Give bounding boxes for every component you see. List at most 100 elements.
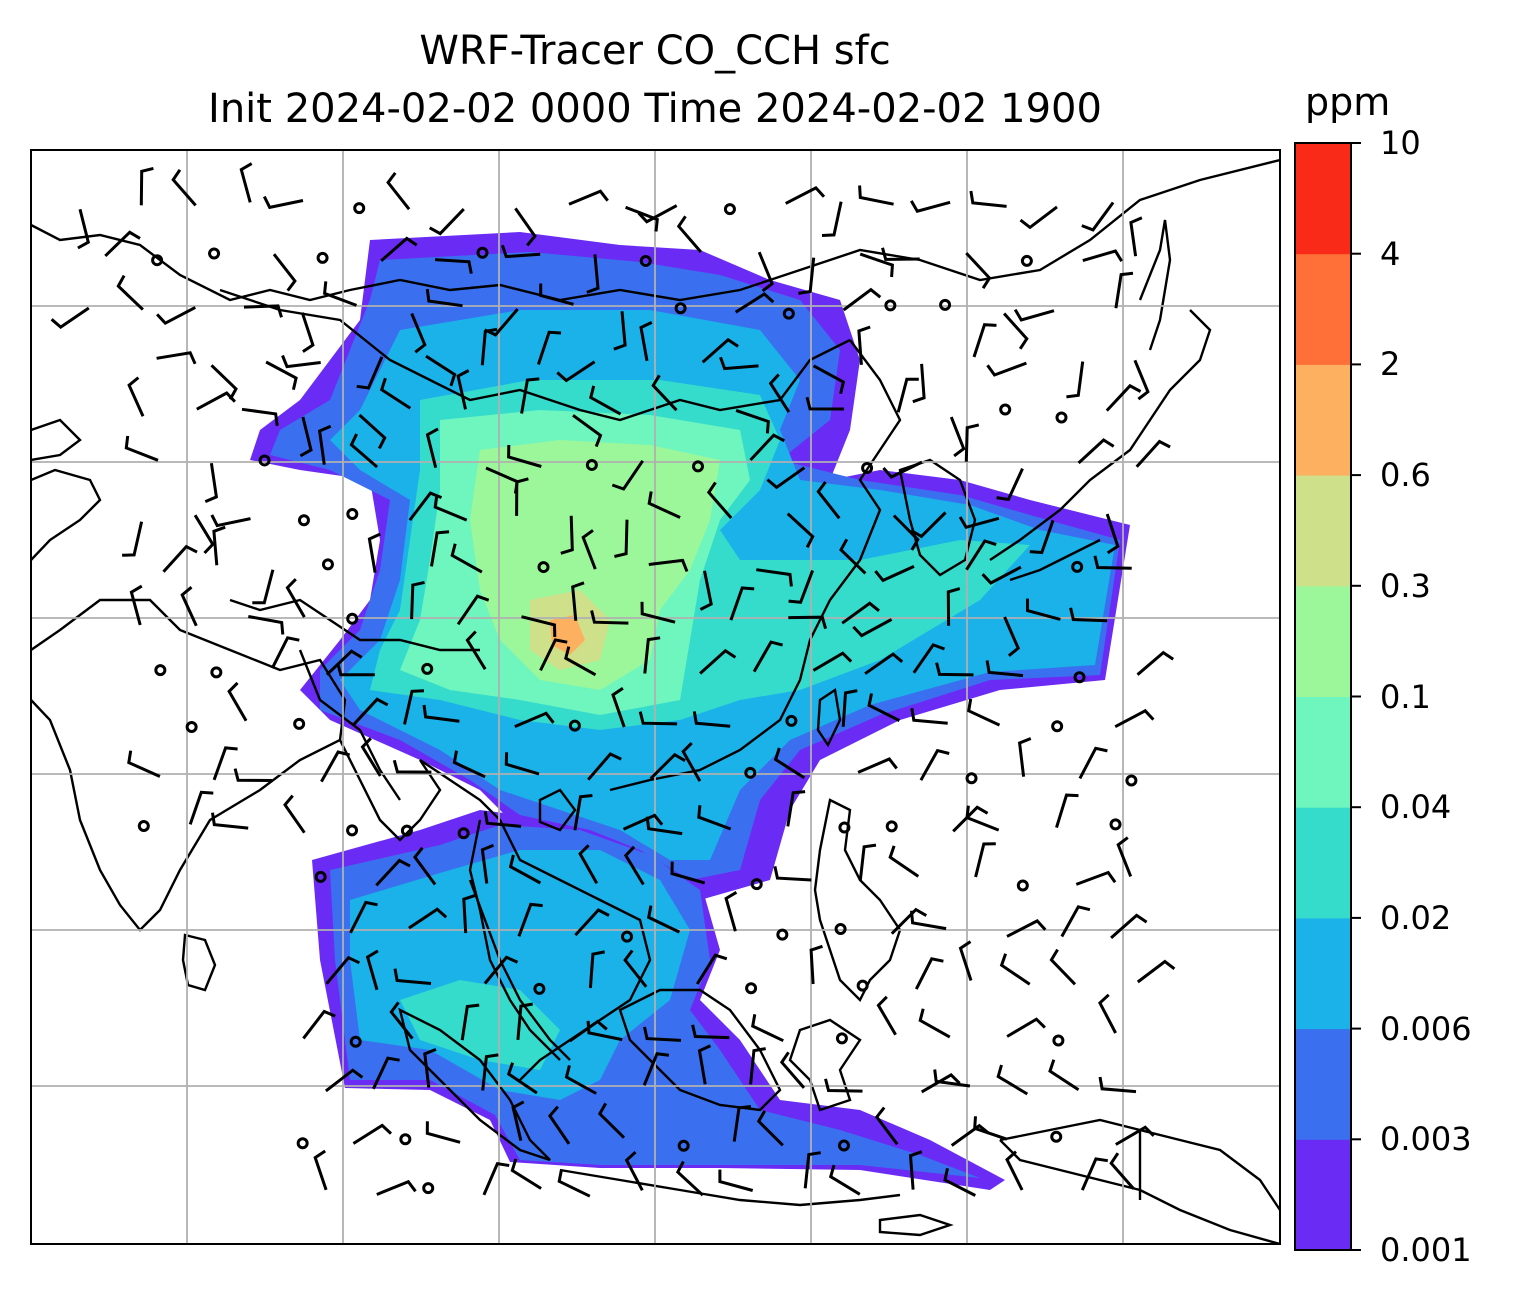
calm-wind-marker: [316, 251, 329, 264]
wind-barb: [212, 525, 226, 566]
wind-barb: [640, 601, 676, 624]
wind-barb: [1114, 708, 1155, 729]
wind-barb: [734, 292, 775, 314]
calm-wind-marker: [1051, 720, 1064, 733]
calm-wind-marker: [353, 202, 366, 215]
wind-barb: [597, 1102, 626, 1139]
map-panel: [31, 150, 1280, 1244]
calm-wind-marker: [297, 514, 310, 527]
wind-barb: [933, 1069, 971, 1088]
wind-barb: [241, 407, 279, 426]
wind-barb: [613, 311, 627, 351]
wind-barb: [539, 283, 574, 306]
wind-barb: [611, 686, 626, 728]
wind-barb: [590, 610, 629, 625]
wind-barb: [422, 704, 460, 723]
wind-barb: [642, 1052, 670, 1086]
wind-barb: [828, 1164, 861, 1196]
wind-barb: [919, 748, 950, 781]
wind-barb: [1002, 312, 1029, 350]
wind-barb: [285, 578, 306, 618]
calm-wind-marker: [1109, 818, 1122, 831]
colorbar-tick-label: 0.04: [1380, 788, 1452, 827]
wind-barb: [1005, 1150, 1024, 1191]
wind-barb: [571, 581, 585, 621]
wind-barb: [773, 865, 812, 882]
wind-barb: [786, 512, 815, 548]
wind-barb: [623, 845, 645, 886]
wind-barb: [821, 201, 843, 237]
calm-wind-marker: [346, 612, 359, 625]
wind-barb: [896, 377, 919, 413]
wind-barb: [425, 427, 439, 469]
calm-wind-marker: [835, 1032, 848, 1045]
wind-barb: [380, 236, 418, 262]
wind-barb: [302, 1009, 336, 1040]
wind-barb: [839, 538, 867, 575]
wind-barb: [227, 681, 248, 722]
calm-wind-marker: [884, 299, 897, 312]
wind-barb: [857, 757, 898, 774]
calm-wind-marker: [1016, 879, 1029, 892]
colorbar-tick-label: 0.006: [1380, 1009, 1472, 1048]
wind-barbs: [50, 162, 1176, 1198]
wind-barb: [1026, 598, 1061, 621]
wind-barb: [950, 1123, 990, 1147]
coast-arabia-west: [31, 468, 102, 561]
colorbar: [1295, 142, 1361, 1251]
calm-wind-marker: [939, 298, 952, 311]
wind-barb: [403, 689, 425, 725]
wind-barb: [104, 230, 141, 257]
wind-barb: [349, 433, 379, 469]
coast-philippines: [813, 798, 902, 1003]
wind-barb: [568, 189, 609, 206]
wind-barb: [1135, 439, 1171, 468]
calm-wind-marker: [151, 254, 164, 267]
wind-barb: [969, 190, 1007, 208]
wind-barb: [139, 166, 154, 206]
calm-wind-marker: [885, 820, 898, 833]
wind-barb: [1136, 650, 1175, 676]
wind-barb: [1116, 836, 1133, 877]
wind-barb: [116, 274, 144, 311]
wind-barb: [649, 752, 686, 780]
wind-barb: [1093, 555, 1132, 570]
coast-sulawesi: [788, 1018, 862, 1112]
wind-barb: [272, 253, 297, 292]
wind-barb: [425, 354, 457, 387]
wind-barb: [985, 660, 1024, 678]
coast-china-east: [609, 339, 902, 792]
calm-wind-marker: [1073, 671, 1086, 684]
wind-barb: [122, 521, 144, 557]
wind-barb: [520, 377, 540, 414]
wind-barb: [910, 200, 951, 213]
calm-wind-marker: [785, 714, 798, 727]
wind-barb: [1098, 1076, 1137, 1094]
wind-barb: [788, 615, 828, 630]
wind-barb: [408, 907, 448, 930]
wind-barb: [556, 360, 596, 383]
colorbar-band: [1295, 807, 1351, 919]
wind-barb: [622, 813, 664, 831]
wind-barb: [949, 416, 966, 458]
colorbar-tick-label: 0.02: [1380, 898, 1452, 937]
wind-barb: [1060, 905, 1091, 938]
colorbar-band: [1295, 364, 1351, 476]
wind-barb: [965, 805, 1000, 832]
wind-barb: [852, 618, 893, 638]
wind-barb: [325, 955, 361, 985]
coast-india: [31, 598, 347, 932]
colorbar-band: [1295, 917, 1351, 1030]
calm-wind-marker: [457, 827, 470, 840]
wind-barb: [578, 844, 599, 885]
wind-barb: [691, 1024, 730, 1040]
wind-barb: [724, 891, 738, 932]
wind-barb: [480, 843, 495, 884]
wind-barb: [812, 651, 853, 672]
coast-myanmar: [338, 739, 442, 842]
wind-barb: [718, 1169, 754, 1192]
calm-wind-marker: [568, 719, 581, 732]
wind-barb: [986, 361, 1027, 377]
wind-barb: [365, 949, 379, 991]
colorbar-band: [1295, 585, 1351, 697]
